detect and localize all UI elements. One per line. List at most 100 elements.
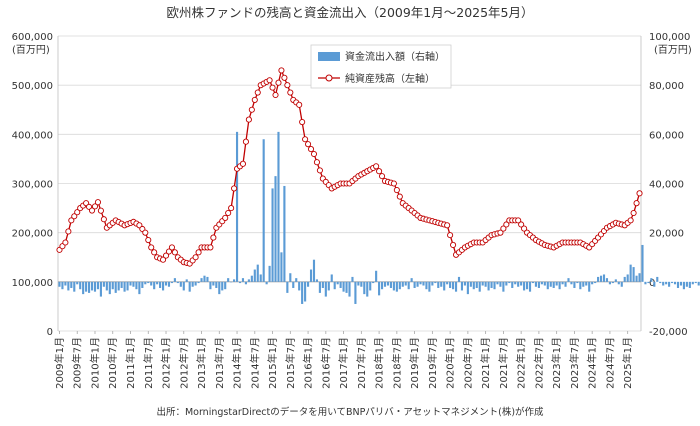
flow-bar bbox=[176, 281, 179, 284]
aum-point bbox=[65, 228, 72, 235]
x-tick-label: 2011年1月 bbox=[124, 337, 137, 389]
flow-bar bbox=[215, 281, 218, 288]
flow-bar bbox=[659, 281, 662, 284]
flow-bar bbox=[170, 281, 174, 284]
aum-point bbox=[269, 84, 276, 91]
aum-point bbox=[287, 89, 294, 96]
aum-point bbox=[195, 249, 202, 256]
flow-bar bbox=[457, 276, 461, 282]
flow-bar bbox=[132, 281, 135, 287]
flow-bar bbox=[90, 281, 94, 291]
flow-bar bbox=[437, 281, 440, 288]
flow-bar bbox=[697, 281, 700, 286]
x-tick-label: 2014年7月 bbox=[248, 337, 261, 389]
flow-bar bbox=[327, 281, 330, 291]
aum-point bbox=[284, 82, 291, 89]
flow-bar bbox=[543, 281, 546, 286]
flow-bar bbox=[318, 281, 321, 293]
flow-bar bbox=[608, 281, 611, 285]
flow-bar bbox=[153, 281, 156, 290]
flow-bar bbox=[653, 281, 656, 287]
x-axis-ticks: 2009年1月 2009年7月 2010年1月 2010年7月 2011年1月 2011年… bbox=[53, 331, 634, 389]
aum-point bbox=[393, 187, 400, 194]
flow-bar bbox=[493, 281, 496, 290]
aum-line-layer bbox=[56, 67, 643, 267]
flow-bar bbox=[694, 281, 697, 284]
aum-point bbox=[91, 203, 99, 210]
aum-point bbox=[62, 239, 69, 246]
flow-bar bbox=[354, 281, 357, 304]
aum-point bbox=[396, 193, 403, 200]
aum-point bbox=[222, 214, 229, 221]
flow-bar bbox=[662, 281, 665, 286]
flow-bar bbox=[386, 281, 390, 286]
flow-bar bbox=[203, 275, 206, 282]
flow-bar bbox=[549, 281, 552, 287]
flow-bar bbox=[188, 281, 191, 292]
x-tick-label: 2023年1月 bbox=[550, 337, 563, 389]
flow-bar bbox=[58, 281, 61, 287]
flow-bar bbox=[614, 279, 617, 282]
aum-point bbox=[521, 225, 528, 232]
flow-bar bbox=[469, 281, 472, 287]
flow-bar bbox=[490, 281, 493, 288]
flow-bar bbox=[514, 281, 517, 285]
flow-bar bbox=[605, 278, 609, 282]
flow-bar bbox=[67, 281, 70, 291]
flow-bar bbox=[64, 281, 67, 286]
aum-point bbox=[500, 225, 507, 232]
flow-bar bbox=[233, 279, 236, 282]
right-tick-label: -20,000 bbox=[649, 327, 688, 338]
aum-point bbox=[225, 209, 232, 217]
flow-bar bbox=[61, 281, 64, 290]
x-tick-label: 2024年7月 bbox=[603, 337, 616, 389]
flow-bar bbox=[626, 274, 629, 282]
flow-bar bbox=[156, 281, 159, 285]
flow-bar bbox=[221, 281, 224, 291]
flow-bar bbox=[262, 139, 265, 282]
aum-point bbox=[373, 163, 380, 170]
aum-point bbox=[231, 185, 238, 192]
flow-bar bbox=[271, 188, 274, 282]
x-tick-label: 2010年7月 bbox=[106, 337, 119, 389]
right-tick-label: 60,000 bbox=[649, 130, 684, 141]
flow-bar bbox=[561, 281, 564, 285]
flow-bar bbox=[200, 278, 203, 282]
flow-bar bbox=[440, 281, 443, 287]
x-tick-label: 2018年7月 bbox=[390, 337, 403, 389]
right-axis-ticks: -20,000 0 20,000 40,000 60,000 80,000 100,000 bbox=[649, 32, 690, 338]
flow-bar bbox=[540, 281, 543, 285]
left-axis-ticks: 0 100,000 200,000 300,000 400,000 500,000 600,… bbox=[12, 32, 53, 338]
x-tick-label: 2015年1月 bbox=[266, 337, 279, 389]
x-tick-label: 2009年1月 bbox=[53, 337, 66, 389]
flow-bar bbox=[336, 281, 339, 285]
flow-bar bbox=[508, 281, 511, 284]
aum-point bbox=[299, 118, 306, 126]
flow-bar bbox=[378, 281, 381, 296]
flow-bar bbox=[129, 281, 132, 286]
aum-point bbox=[307, 146, 315, 153]
left-tick-label: 300,000 bbox=[12, 180, 53, 191]
aum-point bbox=[239, 160, 247, 167]
x-tick-label: 2013年7月 bbox=[213, 337, 226, 389]
flow-bar bbox=[96, 281, 100, 290]
aum-point bbox=[251, 96, 258, 103]
flow-bar bbox=[99, 281, 102, 297]
x-tick-label: 2023年7月 bbox=[568, 337, 581, 389]
flow-bar bbox=[416, 281, 419, 287]
x-tick-label: 2012年1月 bbox=[160, 337, 173, 389]
flow-bar bbox=[363, 281, 366, 295]
left-axis-unit-label: (百万円) bbox=[12, 44, 50, 56]
flow-bar bbox=[597, 276, 600, 282]
flow-bar bbox=[206, 276, 209, 282]
flow-bar bbox=[425, 281, 428, 290]
flow-bar bbox=[224, 281, 227, 290]
flow-bar bbox=[665, 281, 668, 285]
left-tick-label: 400,000 bbox=[12, 130, 53, 141]
flow-bar bbox=[348, 281, 351, 297]
flow-bar bbox=[579, 281, 582, 290]
flow-bar bbox=[70, 281, 73, 288]
left-tick-label: 200,000 bbox=[12, 229, 53, 240]
flow-bar bbox=[531, 281, 535, 284]
